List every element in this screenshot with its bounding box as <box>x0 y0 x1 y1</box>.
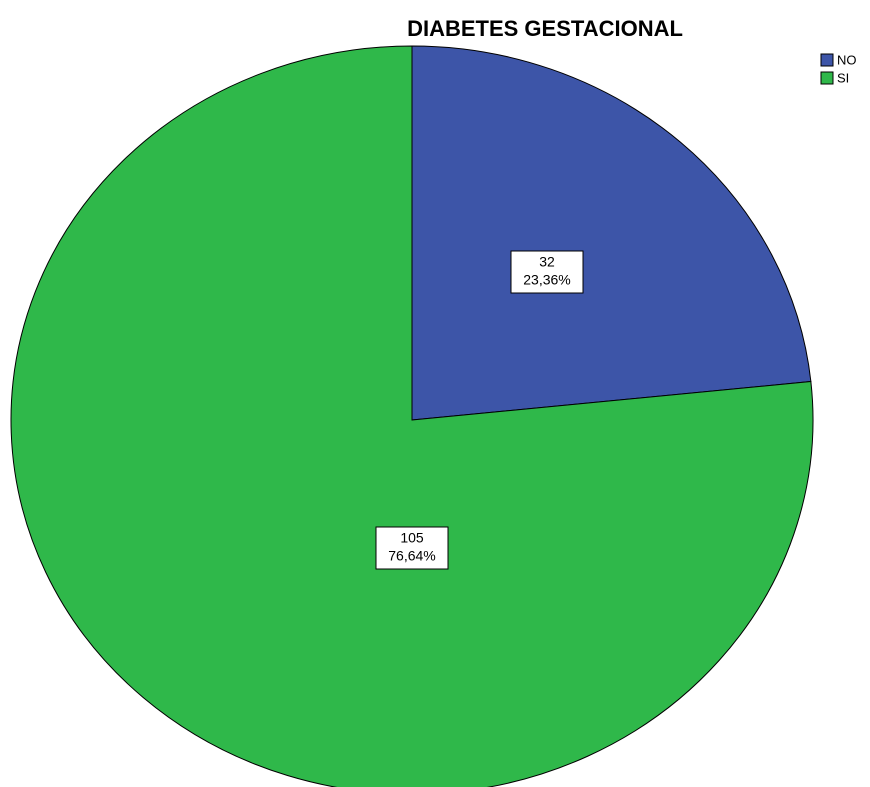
label-box <box>375 526 449 570</box>
legend-label: NO <box>837 52 857 67</box>
legend-label: SI <box>837 70 849 85</box>
pie-slice <box>10 45 814 787</box>
legend-swatch <box>820 53 834 67</box>
percent-label: 76,64% <box>388 548 435 564</box>
chart-title: DIABETES GESTACIONAL <box>407 16 683 41</box>
data-label: 32 23,36% <box>510 250 584 294</box>
label-box <box>510 250 584 294</box>
percent-label: 23,36% <box>523 272 570 288</box>
value-label: 105 <box>400 530 424 546</box>
pie-slice <box>411 45 812 421</box>
data-label: 105 76,64% <box>375 526 449 570</box>
legend-swatch <box>820 71 834 85</box>
value-label: 32 <box>539 254 555 270</box>
